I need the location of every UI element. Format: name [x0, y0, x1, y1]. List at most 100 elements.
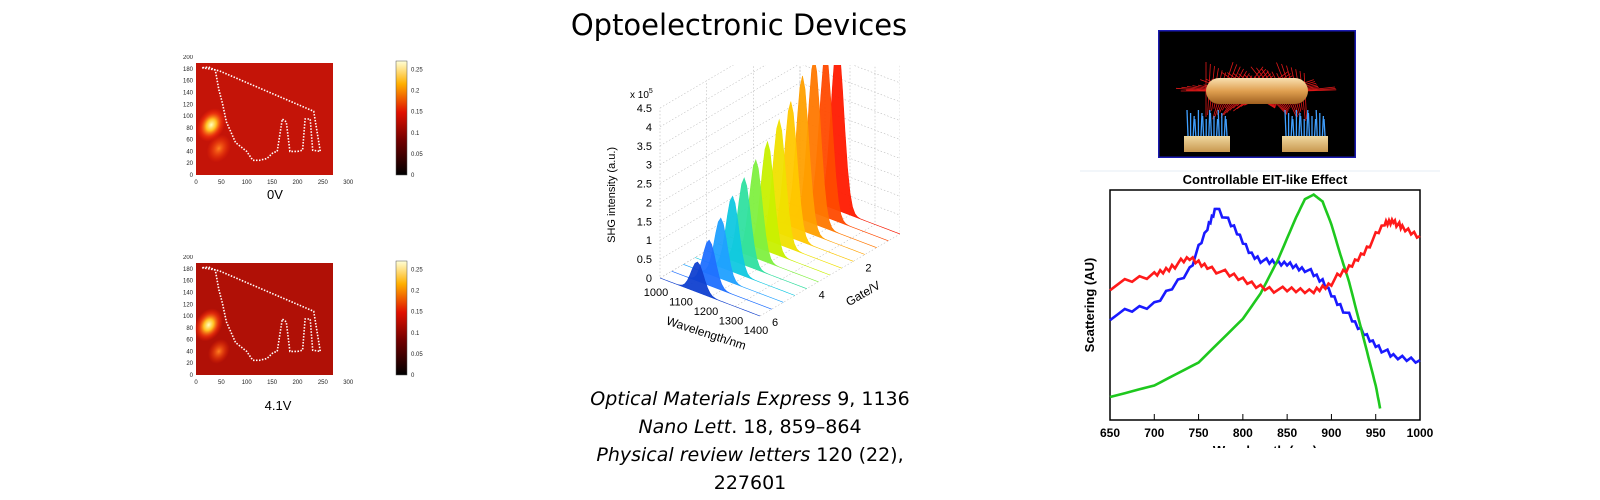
colorbar-tick-label: 0.15 [411, 110, 423, 116]
y-tick-label: 100 [183, 314, 194, 320]
x-tick-label: 850 [1277, 426, 1297, 440]
y-tick-label: 200 [183, 55, 194, 61]
x-tick-label: 50 [218, 380, 225, 385]
reference-2: Nano Lett. 18, 859–864 [638, 416, 862, 438]
heatmap-hotspot [196, 108, 226, 142]
colorbar-tick-label: 0.25 [411, 267, 423, 273]
colorbar-tick-label: 0.15 [411, 310, 423, 316]
z-tick-label: 4.5 [637, 103, 652, 115]
z-axis-label: SHG intensity (a.u.) [606, 147, 618, 243]
reference-1: Optical Materials Express 9, 1136 [590, 388, 910, 410]
x-tick-label: 1400 [744, 325, 768, 337]
z-multiplier: x 105 [630, 88, 653, 101]
x-tick-label: 650 [1100, 426, 1120, 440]
x-tick-label: 800 [1233, 426, 1253, 440]
eit-series-line [1109, 216, 1421, 295]
y-tick-label: 60 [186, 338, 193, 344]
z-tick-label: 2 [646, 197, 652, 209]
z-tick-label: 0.5 [637, 254, 652, 266]
z-tick-label: 3.5 [637, 141, 652, 153]
colorbar-tick-label: 0 [411, 373, 415, 379]
colorbar-tick-label: 0.1 [411, 131, 420, 137]
y-tick-label: 160 [183, 79, 194, 85]
x-tick-label: 300 [343, 180, 354, 185]
x-tick-label: 700 [1144, 426, 1164, 440]
x-tick-label: 250 [318, 180, 329, 185]
z-tick-label: 3 [646, 160, 652, 172]
colorbar-tick-label: 0.05 [411, 152, 423, 158]
reference-3: Physical review letters 120 (22), 227601 [596, 444, 904, 494]
x-tick-label: 1000 [644, 287, 668, 299]
y-tick-label: 20 [186, 361, 193, 367]
x-tick-label: 0 [194, 180, 198, 185]
x-tick-label: 100 [242, 180, 253, 185]
waterfall-series [671, 239, 772, 310]
y-tick-label: 180 [183, 67, 194, 73]
colorbar [395, 260, 408, 376]
y-tick-label: 120 [183, 302, 194, 308]
x-tick-label: 900 [1321, 426, 1341, 440]
x-tick-label: 150 [267, 180, 278, 185]
colorbar-tick-label: 0.05 [411, 352, 423, 358]
y-tick-label: 2 [865, 262, 871, 274]
x-tick-label: 1100 [669, 297, 693, 309]
references: Optical Materials Express 9, 1136 Nano L… [560, 385, 940, 497]
shg-waterfall-chart: 0 0.5 1 1.5 2 2.5 3 3.5 4 4.5 10001100120013001400… [606, 65, 900, 350]
y-tick-label: 100 [183, 114, 194, 120]
y-axis-label: Scattering (AU) [1082, 258, 1097, 353]
x-tick-label: 1300 [719, 316, 743, 328]
y-tick-label: 6 [772, 317, 778, 329]
panel-label-0v: 0V [267, 187, 283, 202]
eit-line-chart: Controllable EIT-like Effect 650 700 750 800… [1080, 170, 1440, 448]
colorbar-tick-label: 0.1 [411, 331, 420, 337]
colorbar-tick-label: 0.2 [411, 89, 420, 95]
y-tick-label: 80 [186, 126, 193, 132]
y-tick-label: 60 [186, 138, 193, 144]
waterfall-series [659, 261, 761, 317]
colorbar-tick-label: 0 [411, 173, 415, 179]
x-tick-label: 50 [218, 180, 225, 185]
x-tick-label: 1200 [694, 306, 718, 318]
nanorod-illustration [1158, 30, 1356, 158]
y-tick-label: 0 [190, 173, 194, 179]
colorbar-tick-label: 0.2 [411, 289, 420, 295]
y-axis-label: Gate/V [843, 278, 882, 309]
z-tick-label: 2.5 [637, 179, 652, 191]
x-tick-label: 150 [267, 380, 278, 385]
heatmap-4v-figure: 0 50 100 150 200 250 300 0 20 40 60 80 100 120 140 160 1… [183, 255, 423, 385]
y-tick-label: 80 [186, 326, 193, 332]
y-tick-label: 20 [186, 161, 193, 167]
y-tick-label: 120 [183, 102, 194, 108]
y-tick-label: 4 [819, 290, 825, 302]
y-tick-label: 180 [183, 267, 194, 273]
z-tick-label: 1 [646, 235, 652, 247]
heatmap-hotspot [206, 134, 232, 163]
x-axis-label: Wavelength (nm) [1213, 443, 1317, 448]
y-tick-label: 200 [183, 255, 194, 261]
z-tick-label: 0 [646, 273, 652, 285]
y-tick-label: 160 [183, 279, 194, 285]
y-tick-label: 0 [190, 373, 194, 379]
colorbar-tick-label: 0.25 [411, 67, 423, 73]
page-title: Optoelectronic Devices [570, 8, 908, 42]
y-tick-label: 140 [183, 290, 194, 296]
x-tick-label: 750 [1189, 426, 1209, 440]
eit-series-line [1109, 193, 1382, 409]
x-tick-label: 250 [318, 380, 329, 385]
y-tick-label: 140 [183, 90, 194, 96]
z-tick-label: 1.5 [637, 216, 652, 228]
heatmap-hotspot [208, 339, 230, 364]
chart-title: Controllable EIT-like Effect [1183, 172, 1348, 187]
x-tick-label: 1000 [1407, 426, 1434, 440]
x-tick-label: 200 [292, 180, 303, 185]
z-tick-label: 4 [646, 122, 652, 134]
heatmap-hotspot [194, 308, 223, 342]
x-tick-label: 300 [343, 380, 354, 385]
plot-frame [1109, 189, 1421, 421]
panel-label-4v: 4.1V [264, 398, 292, 413]
x-tick-label: 200 [292, 380, 303, 385]
colorbar [395, 60, 408, 176]
x-tick-label: 100 [242, 380, 253, 385]
x-tick-label: 0 [194, 380, 198, 385]
heatmap-0v-figure: 0 50 100 150 200 250 300 0 20 40 60 80 100 120 140 160 1… [183, 55, 423, 185]
